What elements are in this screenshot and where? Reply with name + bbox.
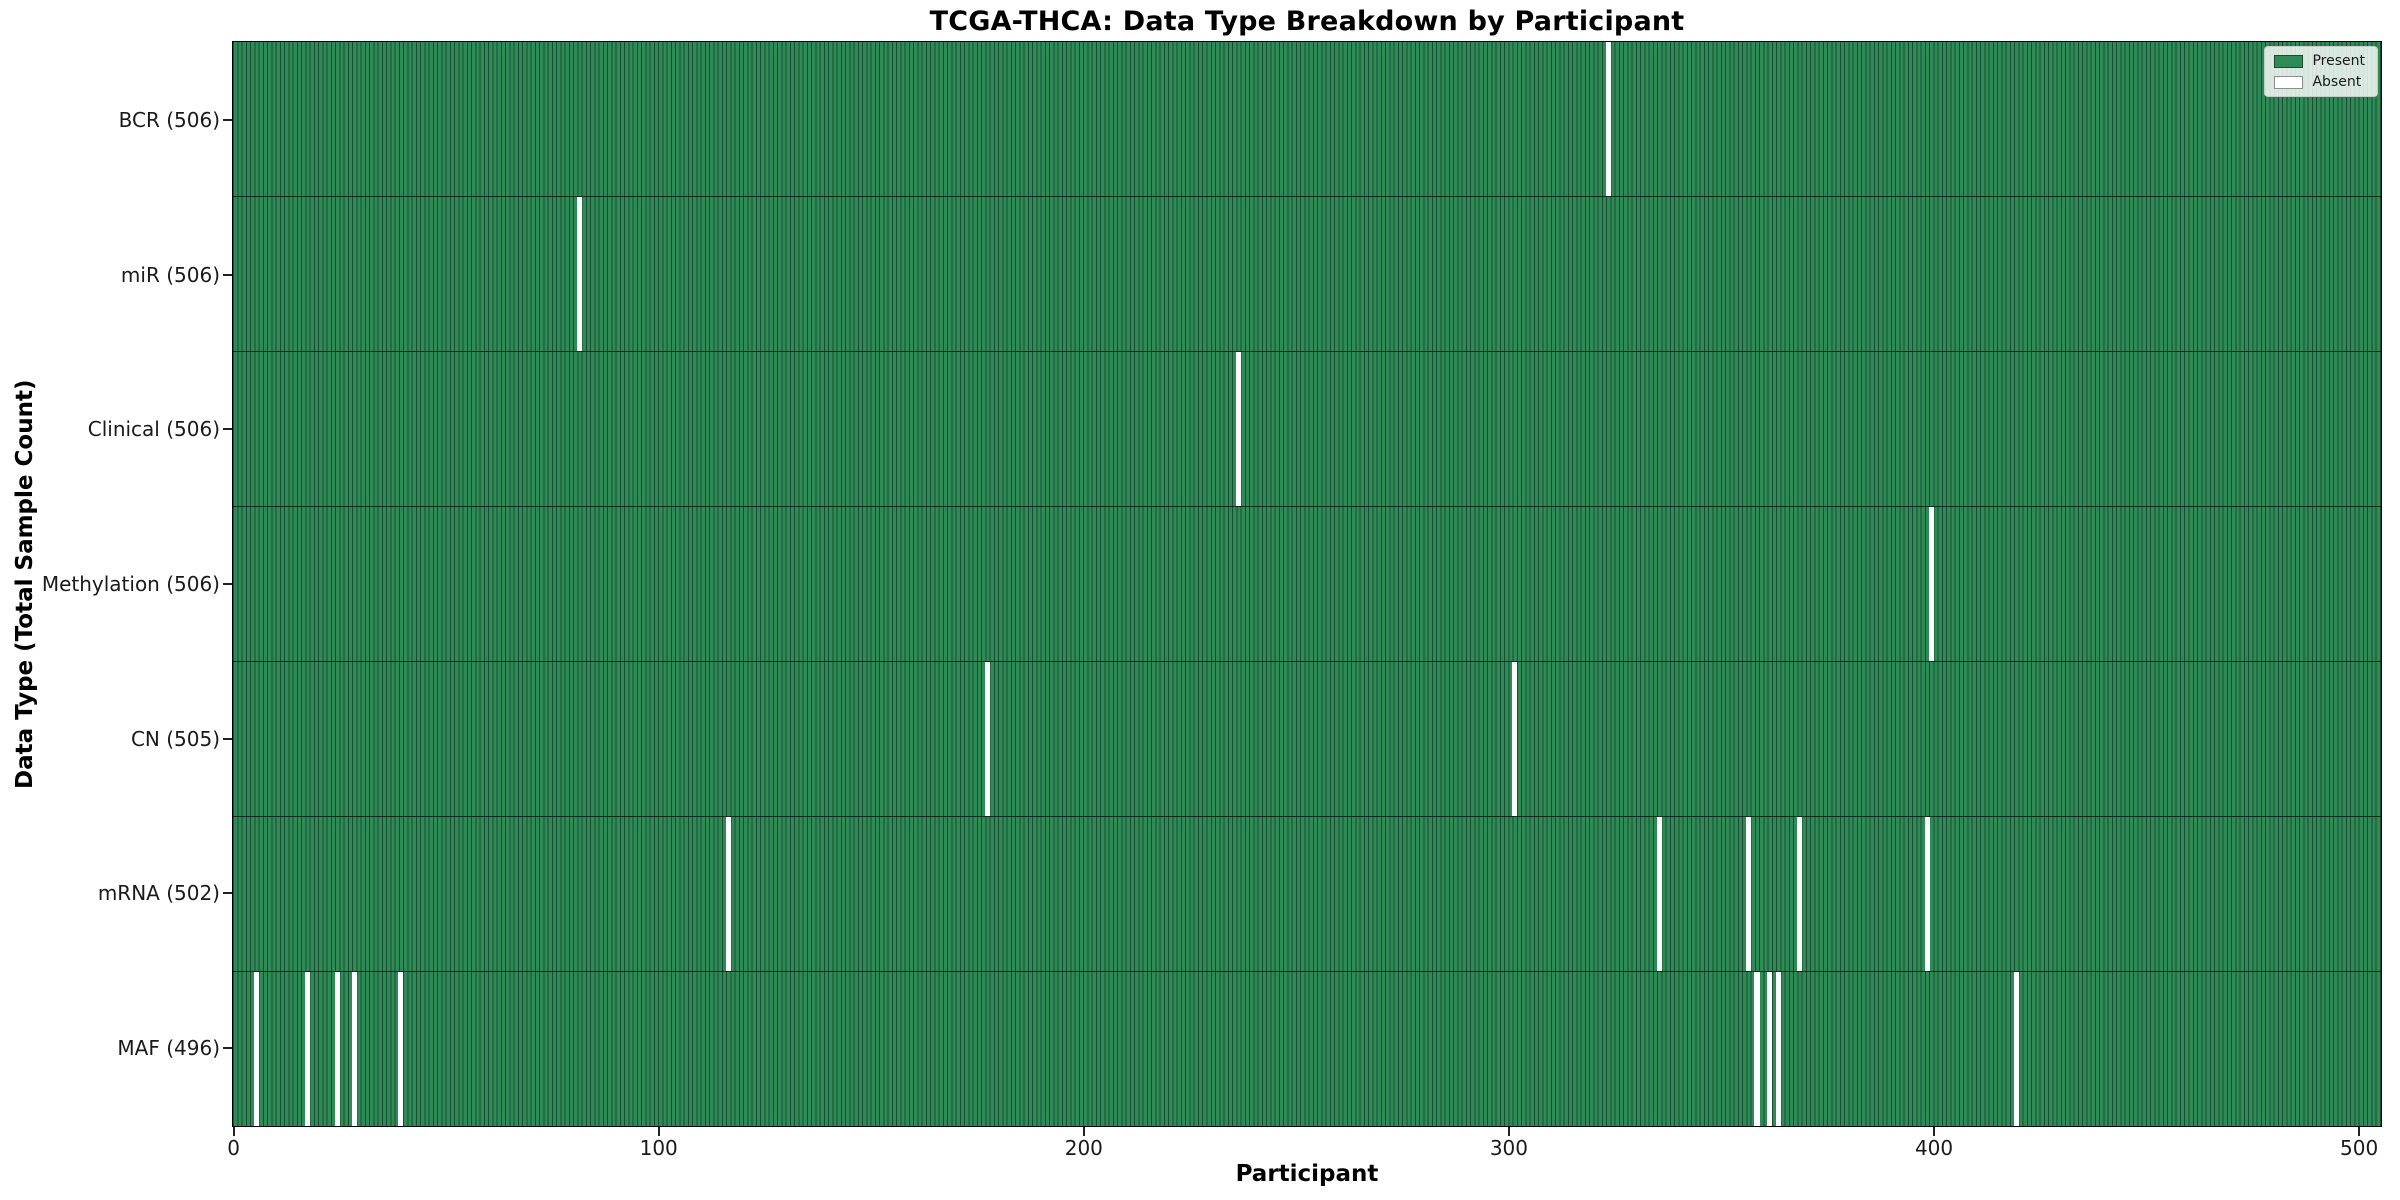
x-tick-mark: [1933, 1127, 1936, 1136]
x-tick-mark: [232, 1127, 235, 1136]
chart-row-clinical: [233, 352, 2381, 507]
x-tick-mark: [657, 1127, 660, 1136]
legend-label-absent: Absent: [2312, 74, 2362, 90]
absent-gap: [1656, 817, 1662, 971]
absent-gap: [351, 972, 357, 1126]
y-tick-label: mRNA (502): [97, 881, 220, 906]
absent-gap: [1745, 817, 1752, 971]
y-tick-label: Clinical (506): [87, 417, 220, 442]
chart-row-methylation: [233, 507, 2381, 662]
y-tick-mark: [223, 737, 232, 740]
absent-gap: [334, 972, 340, 1126]
absent-gap: [576, 197, 582, 351]
legend-entry-present: Present: [2274, 53, 2365, 69]
x-tick-label: 100: [639, 1136, 678, 1160]
x-tick-label: 400: [1914, 1136, 1954, 1160]
absent-gap: [1767, 972, 1773, 1126]
x-tick-label: 0: [227, 1136, 240, 1160]
absent-gap: [725, 817, 731, 971]
plot-area: [232, 41, 2382, 1127]
y-tick-label: MAF (496): [117, 1036, 220, 1061]
y-tick-label: Methylation (506): [41, 572, 220, 596]
absent-gap: [1928, 507, 1934, 661]
y-tick-mark: [223, 118, 232, 121]
x-tick-mark: [1507, 1127, 1510, 1136]
absent-gap: [304, 972, 310, 1126]
absent-gap: [1512, 662, 1518, 816]
legend-label-present: Present: [2312, 53, 2365, 69]
chart-title: TCGA-THCA: Data Type Breakdown by Partic…: [929, 6, 1685, 37]
absent-gap: [1797, 817, 1803, 971]
x-tick-mark: [1082, 1127, 1085, 1136]
x-axis-label: Participant: [1235, 1161, 1379, 1187]
y-tick-mark: [223, 273, 232, 276]
chart-row-mir: [233, 197, 2381, 352]
absent-gap: [1235, 352, 1241, 506]
x-tick-label: 200: [1064, 1136, 1103, 1160]
absent-gap: [1605, 42, 1611, 196]
y-tick-mark: [223, 428, 232, 431]
absent-gap: [1775, 972, 1781, 1126]
legend-entry-absent: Absent: [2274, 74, 2365, 90]
y-tick-label: BCR (506): [118, 107, 220, 132]
x-tick-label: 500: [2340, 1136, 2379, 1160]
chart-row-cn: [233, 662, 2381, 817]
absent-gap: [2013, 972, 2019, 1126]
absent-gap: [985, 662, 991, 816]
absent-swatch-icon: [2274, 75, 2304, 89]
legend: Present Absent: [2264, 46, 2378, 97]
x-tick-label: 300: [1489, 1136, 1529, 1160]
absent-gap: [253, 972, 259, 1126]
absent-gap: [398, 972, 404, 1126]
y-tick-label: miR (506): [120, 262, 220, 287]
present-swatch-icon: [2274, 54, 2304, 68]
chart-row-maf: [233, 972, 2381, 1126]
chart-row-bcr: [233, 42, 2381, 197]
absent-gap: [1924, 817, 1930, 971]
x-tick-mark: [2358, 1127, 2361, 1136]
chart-row-mrna: [233, 817, 2381, 972]
absent-gap: [1754, 972, 1760, 1126]
y-tick-mark: [223, 1047, 232, 1050]
y-tick-mark: [223, 583, 232, 585]
y-tick-label: CN (505): [130, 726, 220, 751]
y-tick-mark: [223, 892, 232, 895]
